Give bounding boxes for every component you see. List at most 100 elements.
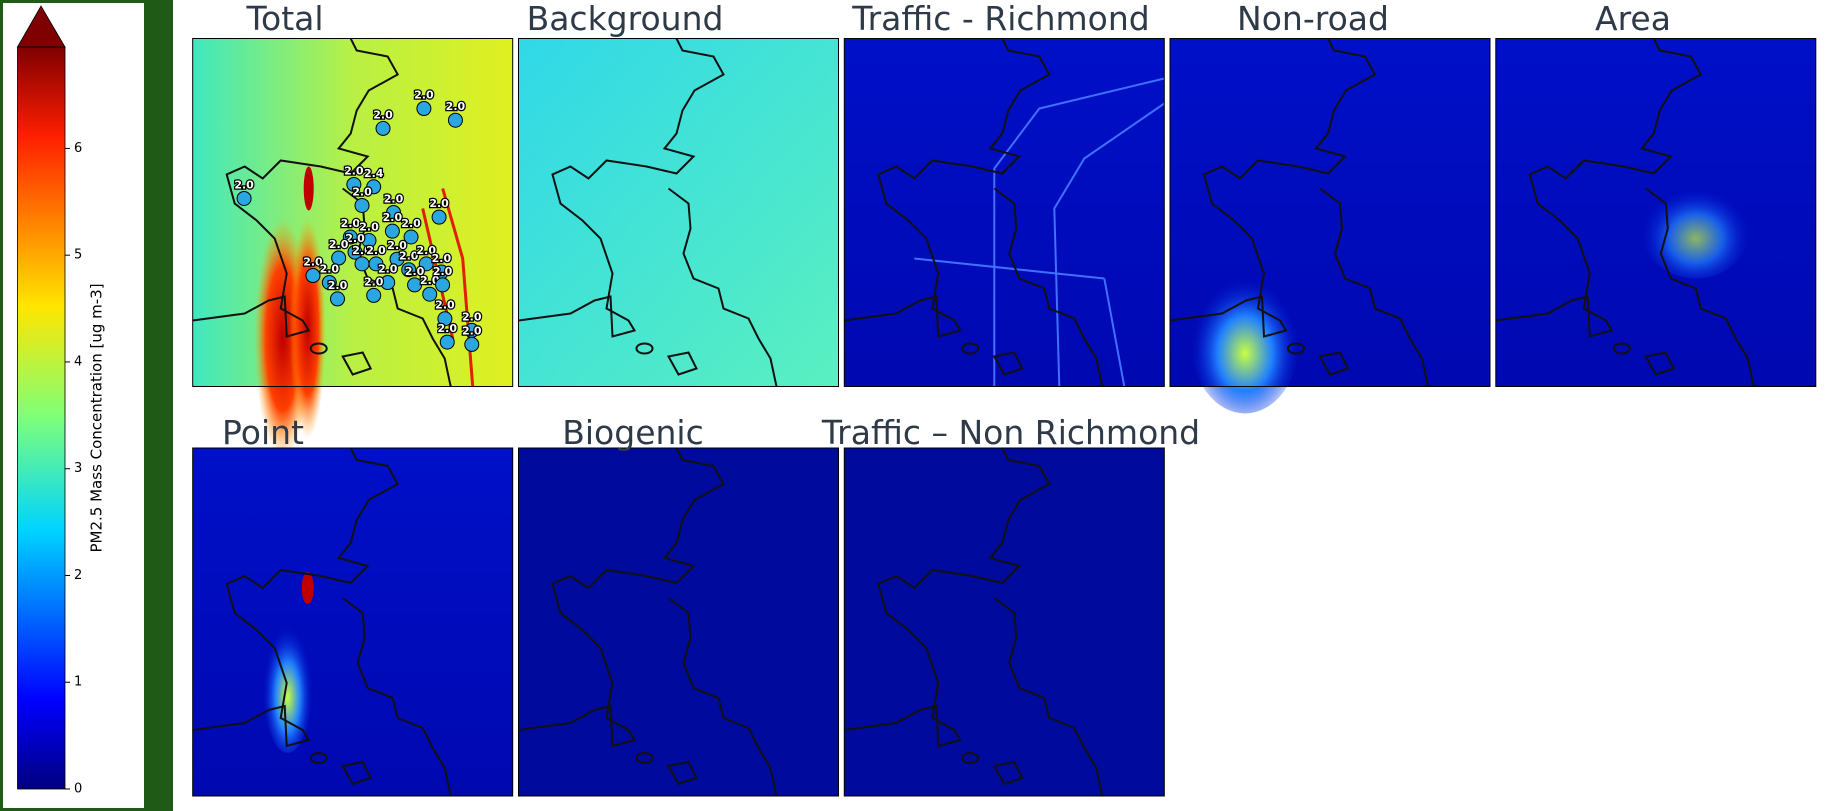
colorbar-label: PM2.5 Mass Concentration [ug m-3] <box>88 283 106 552</box>
monitor-station <box>361 233 377 249</box>
station-label: 2.0 <box>432 252 452 265</box>
map-field <box>518 448 839 796</box>
panel-title: Area <box>1595 0 1671 38</box>
map-panel <box>1495 38 1817 387</box>
colorbar-tick-label: 1 <box>74 675 82 690</box>
station-label: 2.0 <box>364 275 384 288</box>
station-label: 2.0 <box>462 324 482 337</box>
map-frame <box>192 447 514 797</box>
map-panel <box>518 38 839 387</box>
station-label: 2.0 <box>435 299 455 312</box>
station-label: 2.0 <box>405 265 425 278</box>
map-frame <box>192 38 514 387</box>
panel-title: Biogenic <box>562 413 703 452</box>
station-label: 2.0 <box>383 211 403 224</box>
monitor-station <box>422 286 438 302</box>
station-label: 2.0 <box>352 244 372 257</box>
colorbar-tick-label: 3 <box>74 461 82 476</box>
plume <box>1640 178 1751 279</box>
station-label: 2.0 <box>401 217 421 230</box>
monitor-station <box>380 275 396 291</box>
map-panel <box>1169 38 1491 414</box>
map-panel <box>518 447 839 797</box>
station-label: 2.0 <box>429 197 449 210</box>
station-label: 2.0 <box>416 244 436 257</box>
colorbar <box>17 46 66 790</box>
map-frame <box>518 38 839 387</box>
panel-title: Traffic - Richmond <box>851 0 1149 38</box>
station-label: 2.0 <box>446 100 466 113</box>
map-field <box>518 38 839 387</box>
station-label: 2.0 <box>462 310 482 323</box>
map-frame <box>843 38 1165 387</box>
monitor-station <box>346 176 362 192</box>
colorbar-tick-label: 0 <box>74 782 82 797</box>
station-label: 2.0 <box>352 185 372 198</box>
monitor-station <box>435 277 451 293</box>
monitor-station <box>347 244 363 260</box>
map-frame <box>518 447 839 797</box>
panel-title: Point <box>222 413 304 452</box>
colorbar-tick-label: 5 <box>74 248 82 263</box>
map-frame <box>1169 38 1491 387</box>
monitor-station <box>342 229 358 245</box>
monitor-station <box>386 204 402 220</box>
monitor-station <box>375 120 391 136</box>
monitor-station <box>354 256 370 272</box>
monitor-station <box>236 190 252 206</box>
monitor-station <box>305 268 321 284</box>
panel-title: Non-road <box>1237 0 1389 38</box>
monitor-station <box>418 256 434 272</box>
station-label: 2.4 <box>364 167 384 180</box>
station-label: 2.0 <box>373 108 393 121</box>
colorbar-tick-label: 6 <box>74 141 82 156</box>
monitor-station <box>366 179 382 195</box>
map-panel <box>192 447 514 797</box>
monitor-station <box>407 277 423 293</box>
map-panel <box>843 38 1165 387</box>
map-panel <box>192 38 514 459</box>
monitor-station <box>368 256 384 272</box>
colorbar-tick-label: 4 <box>74 354 82 369</box>
monitor-station <box>329 291 345 307</box>
monitor-station <box>366 287 382 303</box>
station-label: 2.0 <box>399 250 419 263</box>
station-label: 2.0 <box>359 221 379 234</box>
station-label: 2.0 <box>328 279 348 292</box>
station-label: 2.0 <box>438 322 458 335</box>
plume <box>1190 263 1300 414</box>
map-panel <box>843 447 1165 797</box>
monitor-station <box>447 112 463 128</box>
panel-title: Total <box>245 0 323 38</box>
monitor-station <box>354 197 370 213</box>
plume <box>303 166 314 211</box>
station-label: 2.0 <box>384 192 404 205</box>
station-label: 2.0 <box>387 239 407 252</box>
station-label: 2.0 <box>329 238 349 251</box>
station-label: 2.0 <box>234 178 254 191</box>
plume <box>301 572 314 604</box>
monitor-station <box>416 101 432 117</box>
road <box>914 77 1165 387</box>
panel-title: Background <box>527 0 724 38</box>
station-label: 2.0 <box>433 265 453 278</box>
map-frame <box>843 447 1165 797</box>
colorbar-tick-label: 2 <box>74 568 82 583</box>
monitor-station <box>389 251 405 267</box>
monitor-station <box>403 229 419 245</box>
monitor-station <box>331 250 347 266</box>
map-field <box>844 448 1165 796</box>
station-label: 2.0 <box>341 217 361 230</box>
panel-title: Traffic – Non Richmond <box>821 413 1200 452</box>
monitor-station <box>401 262 417 278</box>
station-label: 2.0 <box>345 232 365 245</box>
monitor-station <box>321 275 337 291</box>
monitor-station <box>431 209 447 225</box>
map-field <box>192 448 513 796</box>
monitor-station <box>437 311 453 327</box>
station-label: 2.0 <box>344 164 364 177</box>
map-frame <box>1495 38 1817 387</box>
monitor-station <box>439 334 455 350</box>
station-label: 2.0 <box>366 244 386 257</box>
